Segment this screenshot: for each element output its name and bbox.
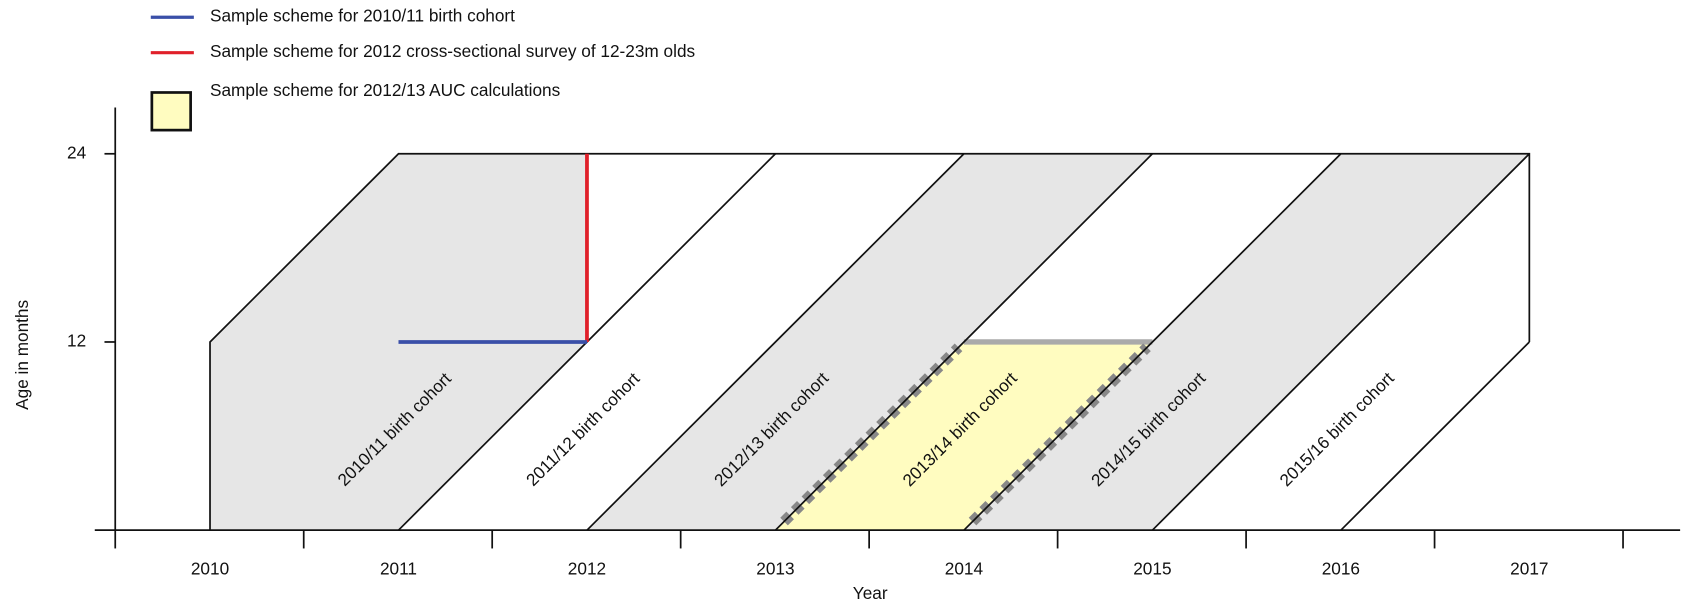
x-tick-label: 2016 bbox=[1322, 559, 1360, 579]
legend-swatch bbox=[150, 91, 192, 132]
cohort-line bbox=[774, 153, 1153, 531]
y-tick-label: 12 bbox=[67, 331, 86, 351]
x-tick-label: 2010 bbox=[191, 559, 229, 579]
cohort-line bbox=[586, 153, 965, 531]
band bbox=[586, 153, 1153, 531]
cohort-line bbox=[1340, 341, 1530, 531]
x-tick-label: 2012 bbox=[568, 559, 606, 579]
cohort-line bbox=[1151, 153, 1530, 531]
cohort-lines bbox=[209, 152, 1531, 531]
legend-label: Sample scheme for 2012/13 AUC calculatio… bbox=[210, 80, 560, 100]
y-axis-label: Age in months bbox=[12, 300, 32, 410]
x-tick-label: 2014 bbox=[945, 559, 984, 579]
y-tick-label: 24 bbox=[67, 142, 87, 162]
band bbox=[963, 153, 1530, 531]
legend-label: Sample scheme for 2010/11 birth cohort bbox=[210, 6, 515, 26]
auc-region bbox=[775, 341, 1153, 531]
x-tick-label: 2015 bbox=[1133, 559, 1171, 579]
x-axis-label: Year bbox=[853, 583, 888, 603]
legend-label: Sample scheme for 2012 cross-sectional s… bbox=[210, 41, 695, 61]
x-tick-label: 2011 bbox=[380, 559, 417, 579]
x-tick-label: 2013 bbox=[756, 559, 794, 579]
diagram-body: 24 12 Age in months Year Sample scheme f… bbox=[12, 6, 1681, 603]
x-tick-label: 2017 bbox=[1510, 559, 1548, 579]
cohort-line bbox=[963, 153, 1342, 531]
outline bbox=[209, 152, 1531, 531]
